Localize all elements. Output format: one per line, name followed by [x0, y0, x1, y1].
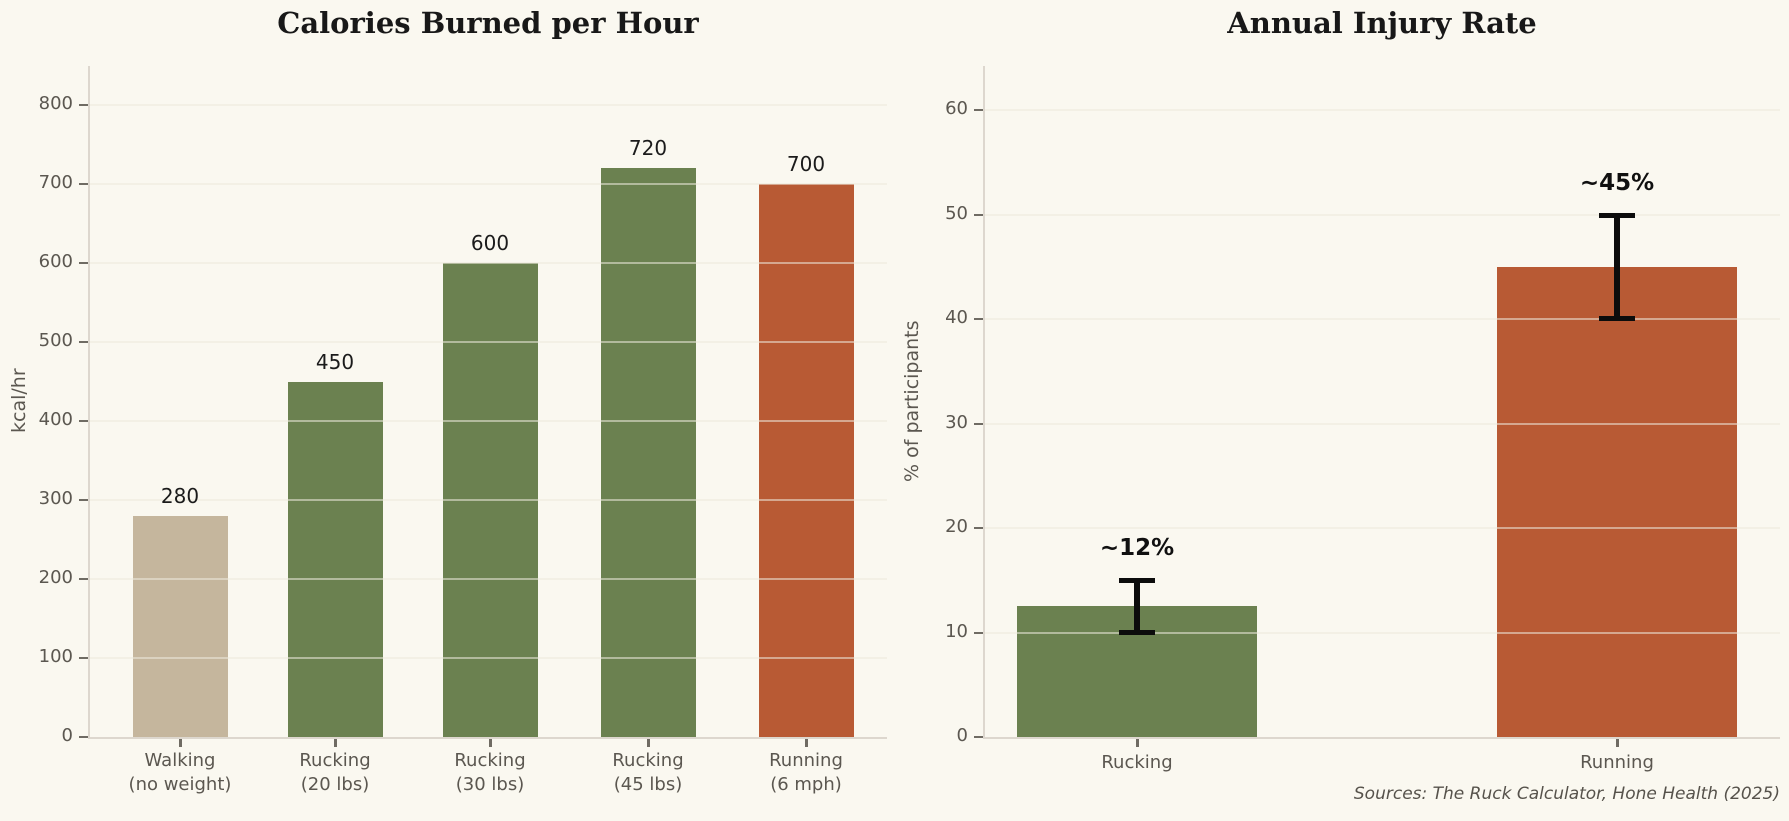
y-tick-label-600: 600: [38, 251, 73, 272]
y-tick-0: [974, 736, 983, 738]
bar-value-label-0: 280: [160, 483, 200, 508]
source-note: Sources: The Ruck Calculator, Hone Healt…: [1353, 784, 1780, 804]
gridline-y-300: [90, 499, 887, 501]
y-tick-30: [974, 422, 983, 425]
y-tick-700: [79, 183, 88, 185]
y-tick-0: [79, 736, 88, 738]
gridline-y-600: [90, 262, 887, 264]
y-tick-label-60: 60: [945, 98, 968, 119]
x-tick-label-1: Rucking (20 lbs): [299, 750, 371, 795]
y-tick-label-10: 10: [945, 620, 968, 642]
x-tick-3: [647, 739, 650, 747]
y-tick-300: [79, 499, 88, 501]
gridline-y-800: [90, 104, 887, 106]
y-tick-20: [974, 527, 983, 529]
y-tick-label-0: 0: [61, 725, 73, 746]
y-tick-10: [974, 631, 983, 634]
bar-running-4: [758, 184, 854, 737]
error-bar-line-0: [1134, 580, 1140, 633]
y-tick-label-0: 0: [956, 725, 968, 746]
x-tick-label-3: Rucking (45 lbs): [612, 750, 684, 795]
y-tick-60: [974, 109, 983, 111]
y-tick-label-200: 200: [38, 567, 73, 588]
y-tick-50: [974, 213, 983, 216]
y-tick-label-300: 300: [38, 488, 73, 509]
x-tick-label-1: Running: [1580, 752, 1654, 773]
bar-value-label-2: 600: [470, 231, 510, 255]
gridline-y-10: [985, 631, 1780, 634]
x-tick-0: [179, 739, 182, 747]
chart-title-injury-rate: Annual Injury Rate: [1227, 6, 1537, 40]
error-bar-cap-top-1: [1599, 212, 1635, 218]
gridline-y-200: [90, 578, 887, 580]
x-axis-spine: [88, 737, 887, 739]
y-tick-label-30: 30: [945, 411, 968, 433]
x-tick-label-0: Walking (no weight): [128, 750, 232, 795]
bar-value-label-1: 450: [315, 349, 355, 374]
x-tick-label-4: Running (6 mph): [769, 750, 843, 795]
x-tick-1: [334, 739, 337, 747]
y-tick-label-500: 500: [38, 330, 73, 351]
bar-rucking-3: [600, 168, 696, 737]
gridline-y-30: [985, 422, 1780, 425]
bar-value-label-3: 720: [628, 136, 668, 161]
y-tick-label-40: 40: [945, 307, 968, 328]
y-tick-40: [974, 318, 983, 320]
y-tick-500: [79, 341, 88, 343]
bar-rucking-1: [287, 381, 383, 737]
y-tick-800: [79, 104, 88, 106]
y-tick-label-400: 400: [38, 409, 73, 430]
y-tick-400: [79, 420, 88, 422]
bar-running-1: [1497, 266, 1737, 737]
y-tick-label-50: 50: [945, 202, 968, 224]
y-axis-spine: [983, 66, 985, 739]
gridline-y-40: [985, 318, 1780, 320]
y-tick-200: [79, 578, 88, 580]
y-tick-100: [79, 657, 88, 659]
gridline-y-700: [90, 183, 887, 185]
gridline-y-100: [90, 657, 887, 659]
x-tick-label-0: Rucking: [1101, 752, 1173, 773]
annotation-0: ~12%: [1099, 535, 1175, 562]
gridline-y-50: [985, 213, 1780, 216]
gridline-y-500: [90, 341, 887, 343]
chart-title-calories: Calories Burned per Hour: [277, 6, 699, 40]
x-tick-label-2: Rucking (30 lbs): [454, 750, 526, 795]
x-tick-4: [805, 739, 808, 747]
bar-value-label-4: 700: [786, 152, 826, 176]
y-axis-spine: [88, 66, 90, 739]
bar-walking-0: [132, 515, 228, 737]
error-bar-cap-top-0: [1119, 578, 1155, 584]
error-bar-cap-bottom-1: [1599, 316, 1635, 321]
y-tick-label-800: 800: [38, 93, 73, 114]
y-tick-label-20: 20: [945, 516, 968, 537]
gridline-y-60: [985, 109, 1780, 111]
x-tick-0: [1136, 739, 1139, 747]
y-tick-label-700: 700: [38, 172, 73, 193]
gridline-y-20: [985, 527, 1780, 529]
error-bar-cap-bottom-0: [1119, 629, 1155, 635]
x-axis-spine: [983, 737, 1780, 739]
y-tick-600: [79, 262, 88, 264]
error-bar-line-1: [1614, 214, 1620, 319]
x-tick-2: [489, 739, 492, 747]
x-tick-1: [1616, 739, 1619, 747]
annotation-1: ~45%: [1579, 169, 1655, 196]
gridline-y-400: [90, 420, 887, 422]
y-tick-label-100: 100: [38, 646, 73, 667]
